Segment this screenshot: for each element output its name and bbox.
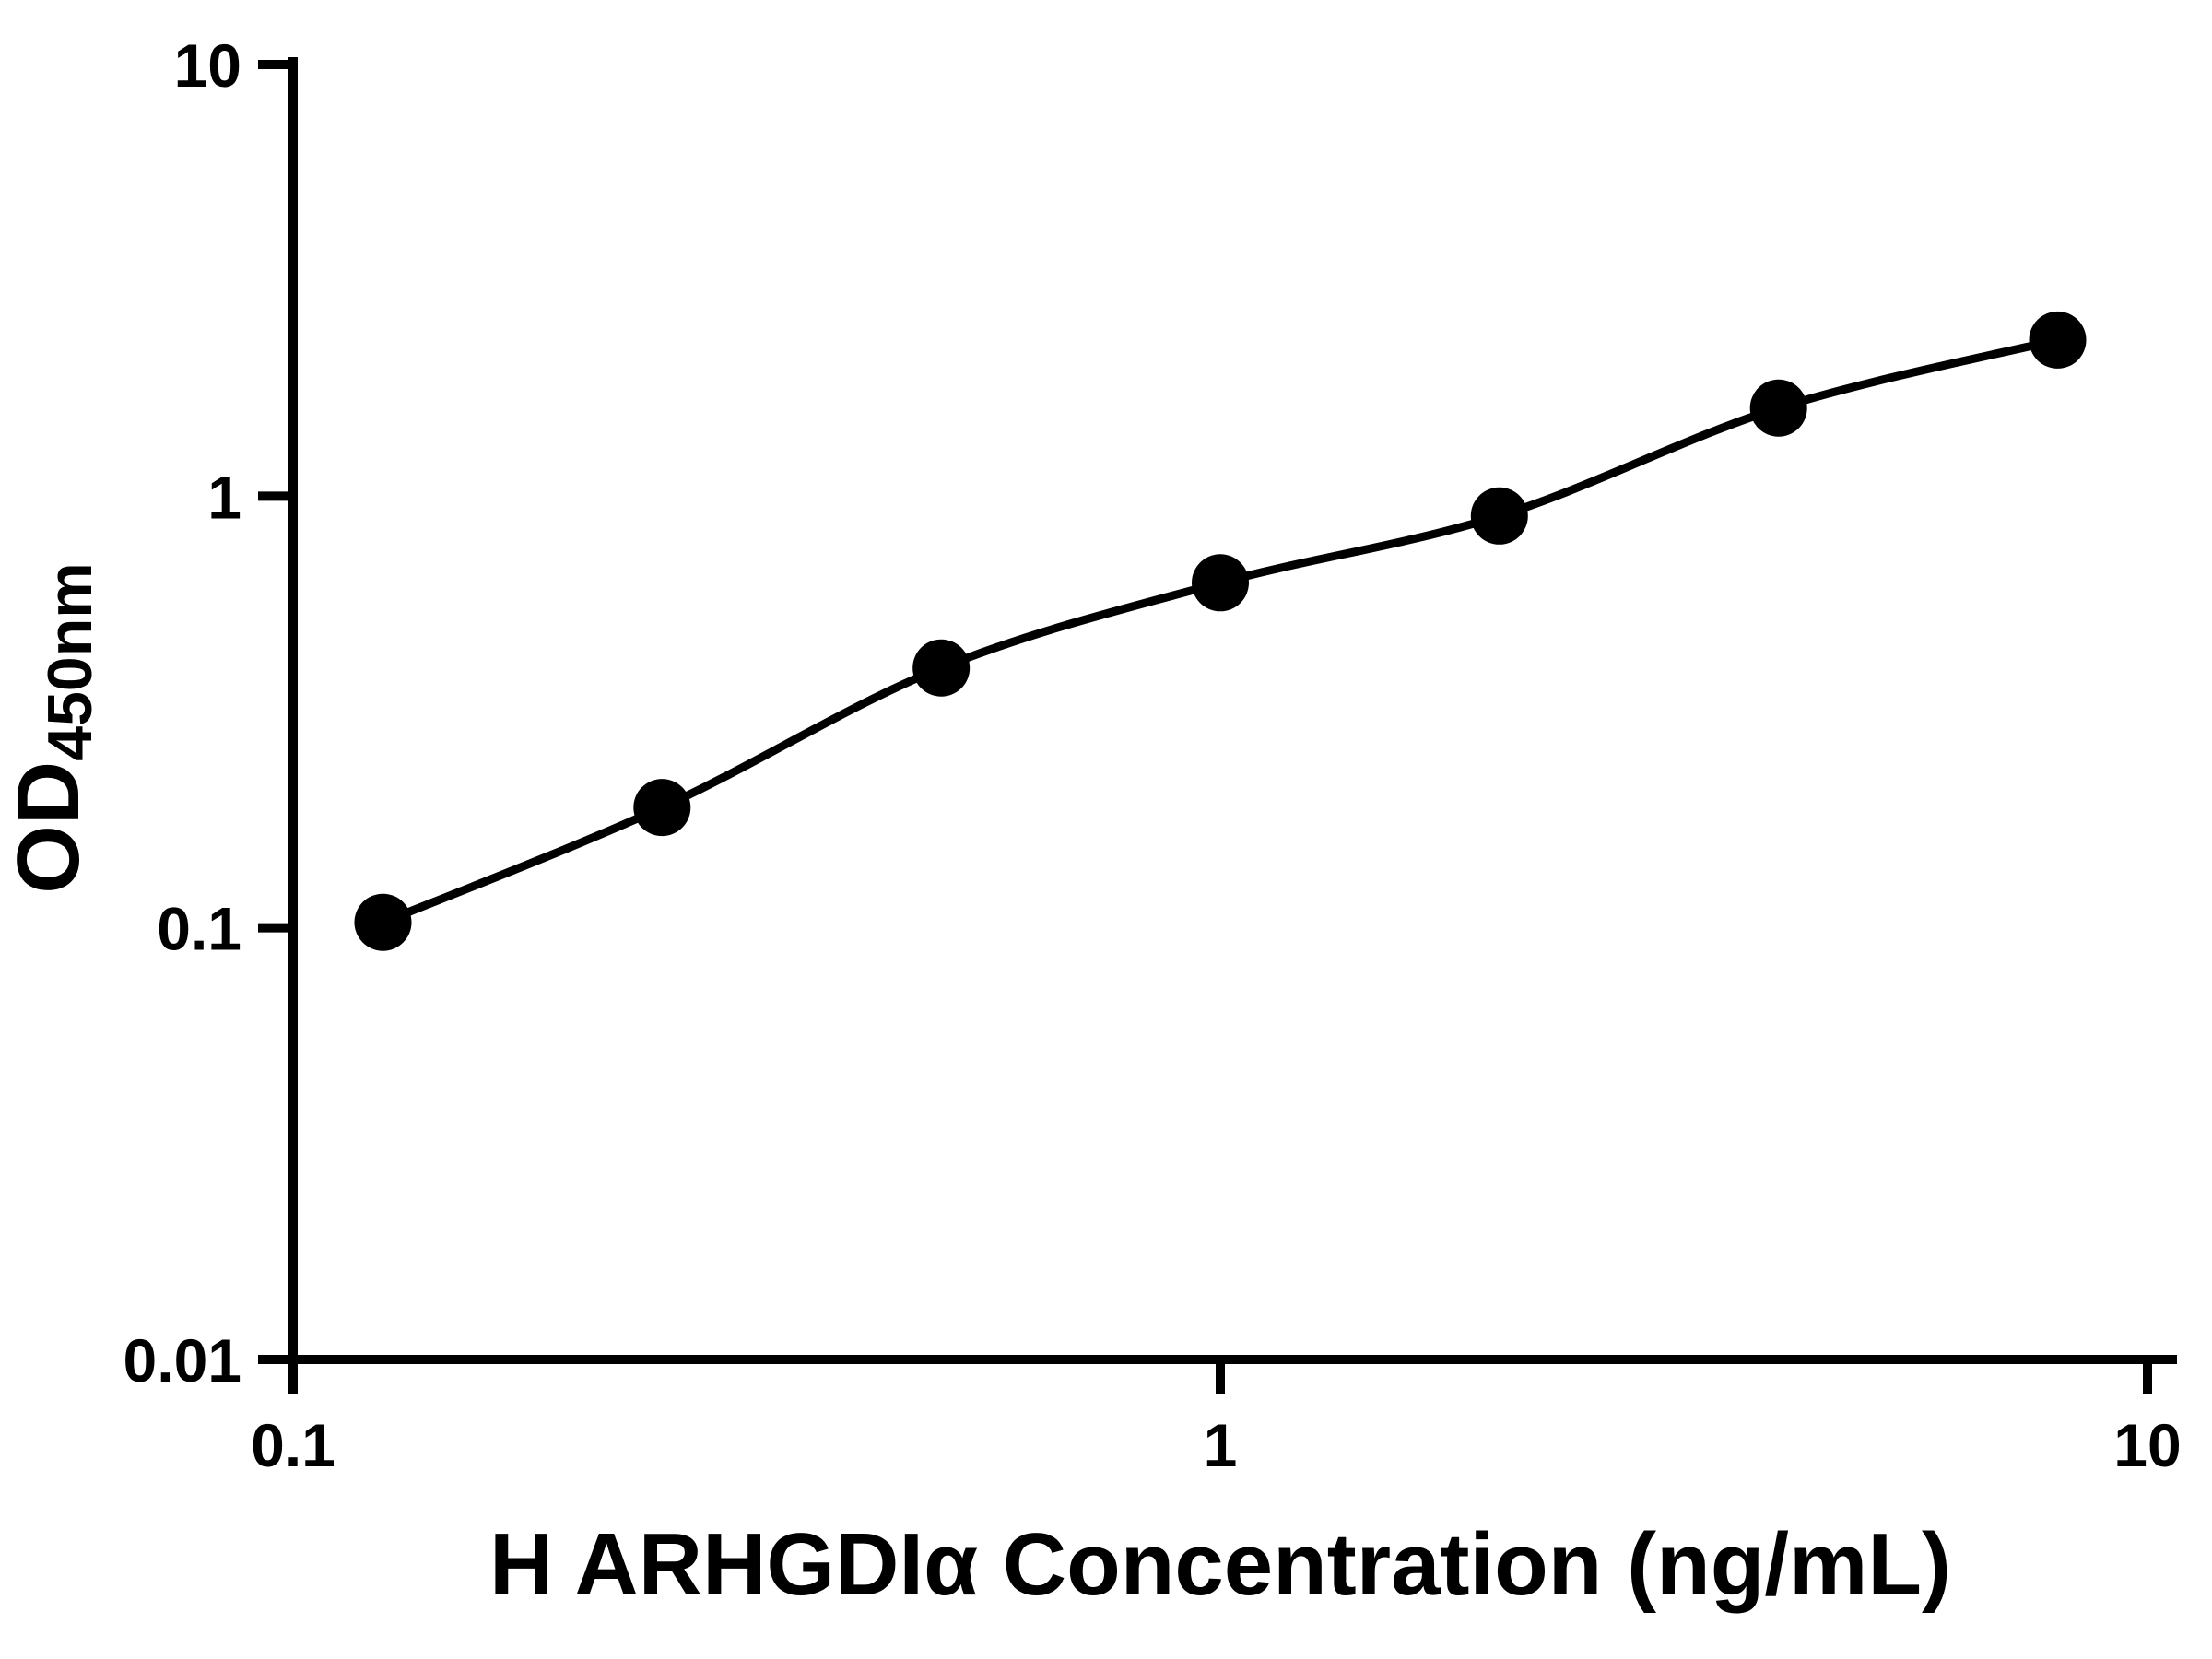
x-axis-title: H ARHGDIα Concentration (ng/mL) xyxy=(489,1515,1951,1614)
data-point xyxy=(1749,379,1807,437)
y-axis-title-main: OD xyxy=(0,761,98,894)
x-tick-label: 1 xyxy=(1204,1411,1238,1479)
fit-curve xyxy=(381,335,2059,926)
data-point xyxy=(633,779,691,837)
y-tick-label: 10 xyxy=(174,31,241,100)
x-tick-label: 10 xyxy=(2113,1411,2181,1479)
data-point xyxy=(2029,311,2087,369)
data-point xyxy=(1192,554,1249,612)
y-tick-label: 0.1 xyxy=(157,895,241,963)
y-axis-title-subscript: 450nm xyxy=(35,562,105,760)
y-axis-title: OD450nm xyxy=(0,562,105,893)
data-point xyxy=(354,893,412,951)
y-tick-label: 1 xyxy=(207,463,241,531)
x-tick-label: 0.1 xyxy=(251,1411,335,1479)
y-tick-label: 0.01 xyxy=(124,1326,241,1394)
data-point xyxy=(1470,487,1528,545)
data-point xyxy=(912,639,971,697)
